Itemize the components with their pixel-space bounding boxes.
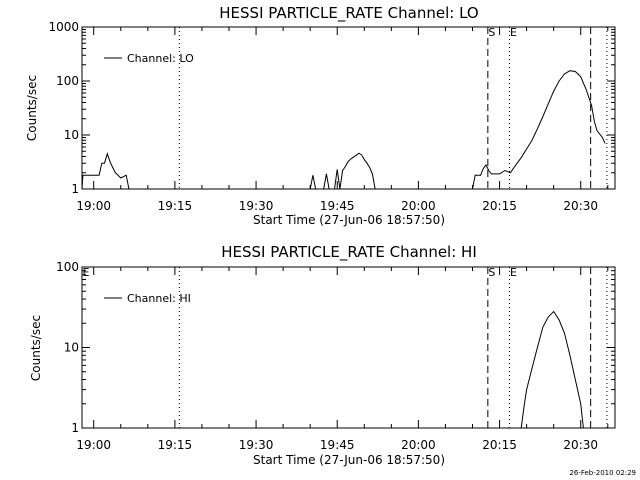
y-tick-label: 1 (71, 421, 79, 435)
lo-channel-panel: HESSI PARTICLE_RATE Channel: LO 19:00 19:1… (25, 4, 616, 227)
chart-title: HESSI PARTICLE_RATE Channel: LO (219, 4, 478, 23)
x-tick-label: 20:30 (563, 199, 598, 213)
hi-channel-panel: HESSI PARTICLE_RATE Channel: HI 19:00 19:1… (29, 243, 616, 467)
y-axis-label: Counts/sec (29, 315, 43, 381)
x-axis-label: Start Time (27-Jun-06 18:57:50) (253, 453, 445, 467)
event-marker-label: S (488, 26, 495, 39)
series-line (81, 152, 130, 190)
series-line (520, 310, 584, 429)
event-marker-label: E (510, 266, 517, 279)
event-marker-label: S (488, 266, 495, 279)
x-tick-label: 20:15 (482, 199, 517, 213)
series-line (334, 169, 341, 190)
legend-label: Channel: HI (127, 292, 191, 305)
x-tick-label: 19:00 (76, 199, 111, 213)
legend-label: Channel: LO (127, 52, 194, 65)
x-tick-label: 19:30 (239, 199, 274, 213)
generation-timestamp: 26-Feb-2010 02:29 (569, 469, 636, 477)
y-tick-label: 10 (64, 128, 79, 142)
event-marker-label: E (510, 26, 517, 39)
x-tick-label: 20:30 (563, 438, 598, 452)
x-tick-label: 19:15 (158, 438, 193, 452)
y-tick-label: 100 (56, 260, 79, 274)
x-axis-label: Start Time (27-Jun-06 18:57:50) (253, 213, 445, 227)
x-tick-label: 19:45 (320, 438, 355, 452)
x-tick-label: 19:30 (239, 438, 274, 452)
x-tick-label: 19:45 (320, 199, 355, 213)
y-tick-label: 10 (64, 341, 79, 355)
x-tick-label: 20:00 (401, 438, 436, 452)
chart-title: HESSI PARTICLE_RATE Channel: HI (221, 243, 477, 262)
y-axis-label: Counts/sec (25, 75, 39, 141)
series-line (309, 175, 317, 190)
series-line (323, 173, 330, 190)
plot-frame (81, 26, 616, 190)
x-tick-label: 20:15 (482, 438, 517, 452)
event-marker-label: E (83, 266, 90, 279)
y-tick-label: 1000 (48, 20, 79, 34)
x-tick-label: 19:00 (76, 438, 111, 452)
y-tick-label: 100 (56, 74, 79, 88)
series-line (472, 70, 606, 190)
x-tick-label: 20:00 (401, 199, 436, 213)
y-tick-label: 1 (71, 182, 79, 196)
x-tick-label: 19:15 (158, 199, 193, 213)
series-line (339, 152, 376, 190)
